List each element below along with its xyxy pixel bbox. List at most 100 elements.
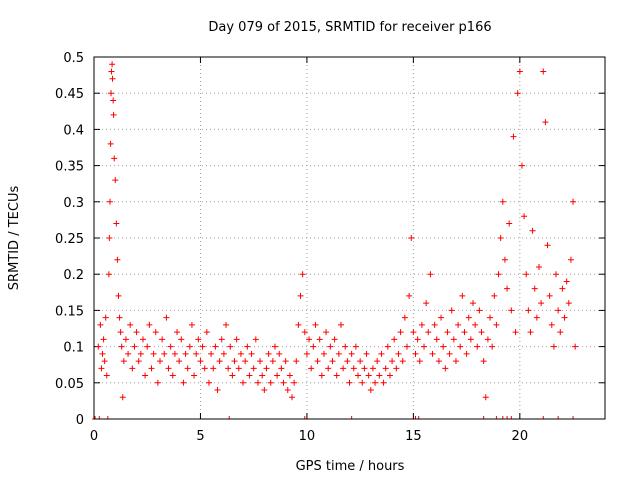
data-point bbox=[444, 329, 451, 336]
data-point bbox=[310, 343, 317, 350]
data-point bbox=[435, 358, 442, 365]
x-tick-label: 15 bbox=[405, 429, 422, 444]
data-point bbox=[267, 379, 274, 386]
data-point bbox=[106, 198, 113, 205]
data-point bbox=[414, 336, 421, 343]
data-point bbox=[127, 321, 134, 328]
y-tick-label: 0.5 bbox=[63, 51, 84, 66]
x-axis-label: GPS time / hours bbox=[296, 459, 405, 474]
data-point bbox=[271, 343, 278, 350]
data-point bbox=[98, 365, 105, 372]
data-point bbox=[410, 329, 417, 336]
data-point bbox=[106, 235, 113, 241]
data-point bbox=[135, 358, 142, 365]
data-point bbox=[100, 336, 107, 343]
data-point bbox=[306, 336, 313, 343]
data-point bbox=[553, 271, 560, 278]
data-point bbox=[242, 358, 249, 365]
data-point bbox=[314, 358, 321, 365]
data-point bbox=[350, 365, 357, 372]
data-point bbox=[174, 329, 181, 336]
data-point bbox=[240, 379, 247, 386]
data-point bbox=[542, 119, 549, 126]
data-point bbox=[482, 394, 489, 401]
data-point bbox=[395, 350, 402, 357]
data-points bbox=[95, 61, 579, 401]
data-point bbox=[559, 285, 566, 292]
data-point bbox=[372, 379, 379, 386]
data-point bbox=[382, 365, 389, 372]
data-point bbox=[150, 350, 157, 357]
data-point bbox=[161, 350, 168, 357]
data-point bbox=[289, 394, 296, 401]
data-point bbox=[109, 75, 116, 82]
data-point bbox=[491, 292, 498, 299]
data-point bbox=[563, 278, 570, 285]
data-point bbox=[376, 372, 383, 379]
data-point bbox=[208, 350, 215, 357]
data-point bbox=[223, 321, 230, 328]
data-point bbox=[184, 365, 191, 372]
data-point bbox=[152, 329, 159, 336]
data-point bbox=[246, 372, 253, 379]
data-point bbox=[380, 379, 387, 386]
data-point bbox=[105, 271, 112, 278]
data-point bbox=[180, 379, 187, 386]
data-point bbox=[565, 300, 572, 307]
data-point bbox=[108, 90, 115, 97]
data-point bbox=[186, 343, 193, 350]
y-tick-label: 0.2 bbox=[63, 268, 84, 283]
data-point bbox=[367, 387, 374, 394]
data-point bbox=[144, 343, 151, 350]
data-point bbox=[129, 365, 136, 372]
data-point bbox=[139, 336, 146, 343]
data-point bbox=[116, 314, 123, 321]
data-point bbox=[312, 321, 319, 328]
data-point bbox=[506, 220, 513, 227]
data-point bbox=[259, 372, 266, 379]
data-point bbox=[397, 329, 404, 336]
data-point bbox=[254, 379, 261, 386]
data-point bbox=[423, 300, 430, 307]
data-point bbox=[167, 343, 174, 350]
data-point bbox=[146, 321, 153, 328]
data-point bbox=[480, 358, 487, 365]
data-point bbox=[348, 350, 355, 357]
data-point bbox=[171, 350, 178, 357]
data-point bbox=[525, 307, 532, 314]
data-point bbox=[291, 379, 298, 386]
data-point bbox=[115, 292, 122, 299]
data-point bbox=[344, 358, 351, 365]
data-point bbox=[203, 329, 210, 336]
data-point bbox=[497, 235, 504, 241]
data-point bbox=[546, 292, 553, 299]
data-point bbox=[533, 314, 540, 321]
data-point bbox=[195, 336, 202, 343]
data-point bbox=[265, 350, 272, 357]
data-point bbox=[540, 68, 547, 75]
data-point bbox=[318, 372, 325, 379]
data-point bbox=[178, 336, 185, 343]
data-point bbox=[199, 343, 206, 350]
data-point bbox=[278, 365, 285, 372]
data-point bbox=[531, 285, 538, 292]
data-point bbox=[461, 329, 468, 336]
data-point bbox=[504, 285, 511, 292]
y-axis-label: SRMTID / TECUs bbox=[7, 186, 22, 291]
data-point bbox=[114, 256, 121, 263]
data-point bbox=[512, 329, 519, 336]
data-point bbox=[386, 372, 393, 379]
data-point bbox=[110, 97, 117, 104]
data-point bbox=[335, 350, 342, 357]
y-tick-label: 0.25 bbox=[55, 232, 84, 247]
data-point bbox=[369, 365, 376, 372]
data-point bbox=[342, 343, 349, 350]
data-point bbox=[95, 343, 102, 350]
data-point bbox=[131, 343, 138, 350]
data-point bbox=[510, 133, 517, 140]
data-point bbox=[154, 379, 161, 386]
data-point bbox=[448, 307, 455, 314]
data-point bbox=[188, 321, 195, 328]
data-point bbox=[120, 358, 127, 365]
data-point bbox=[112, 177, 119, 184]
